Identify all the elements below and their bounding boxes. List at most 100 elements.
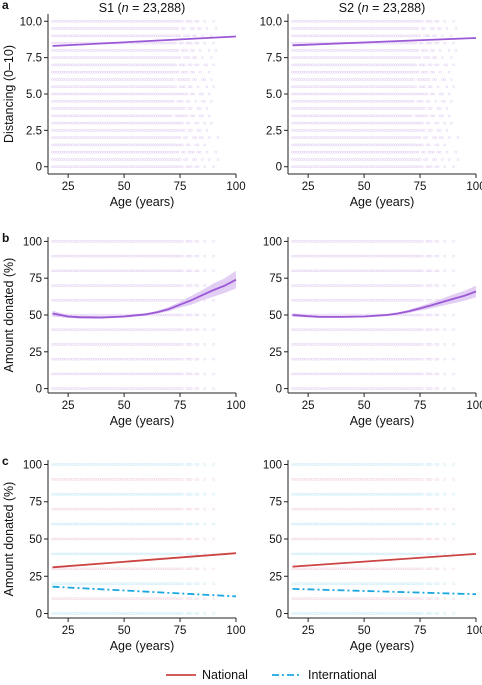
point xyxy=(80,27,83,30)
point xyxy=(405,240,408,243)
point xyxy=(111,299,115,302)
point xyxy=(324,150,328,154)
point xyxy=(154,121,157,125)
point xyxy=(313,357,317,361)
point xyxy=(394,100,397,103)
point xyxy=(111,63,115,67)
point xyxy=(452,269,455,273)
point xyxy=(149,41,153,45)
point xyxy=(172,165,175,168)
point xyxy=(302,269,306,273)
point xyxy=(445,85,449,88)
point xyxy=(409,78,413,81)
point xyxy=(118,493,121,496)
point xyxy=(306,165,310,168)
point xyxy=(100,372,103,376)
point xyxy=(351,136,355,139)
point xyxy=(378,27,382,30)
point xyxy=(293,78,297,81)
point xyxy=(365,27,368,30)
point xyxy=(421,269,424,273)
point xyxy=(84,552,88,556)
point xyxy=(84,612,88,615)
point xyxy=(371,387,375,390)
point xyxy=(160,70,164,74)
point xyxy=(118,552,121,556)
point xyxy=(57,552,61,556)
x-tick-label: 100 xyxy=(466,181,482,193)
point xyxy=(98,56,101,59)
point xyxy=(160,27,164,30)
point xyxy=(338,240,341,243)
point xyxy=(295,150,299,154)
point xyxy=(89,612,92,615)
point xyxy=(78,136,81,139)
point xyxy=(158,49,162,52)
point xyxy=(403,254,406,258)
point xyxy=(425,49,429,52)
point xyxy=(327,121,330,125)
point xyxy=(418,121,422,125)
point xyxy=(347,372,350,376)
point xyxy=(178,63,182,67)
point xyxy=(371,78,375,81)
point xyxy=(380,150,384,154)
point xyxy=(187,567,191,571)
point xyxy=(360,92,364,96)
point xyxy=(165,240,168,243)
point xyxy=(98,92,101,96)
point xyxy=(145,269,148,273)
point xyxy=(353,121,357,125)
point xyxy=(127,114,130,118)
point xyxy=(324,269,328,273)
point xyxy=(394,41,397,45)
point xyxy=(172,328,175,332)
point xyxy=(360,284,364,287)
point xyxy=(55,92,59,96)
point xyxy=(320,136,323,139)
point xyxy=(178,537,182,541)
point xyxy=(174,387,177,390)
point xyxy=(176,92,180,96)
point xyxy=(335,328,339,332)
point xyxy=(367,20,370,23)
point xyxy=(78,597,81,600)
point xyxy=(140,92,144,96)
point xyxy=(165,372,168,376)
point xyxy=(358,34,361,38)
point xyxy=(151,92,155,96)
point xyxy=(172,537,175,541)
point xyxy=(344,254,348,258)
point xyxy=(320,63,323,67)
point xyxy=(351,70,355,74)
point xyxy=(129,582,133,586)
point xyxy=(149,158,153,161)
point xyxy=(89,143,92,147)
point xyxy=(165,313,168,317)
point xyxy=(367,78,370,81)
point xyxy=(116,537,119,541)
point xyxy=(181,85,184,88)
point xyxy=(118,136,121,139)
y-tick-label: 7.5 xyxy=(26,53,42,65)
point xyxy=(378,70,382,74)
point xyxy=(344,49,348,52)
point xyxy=(154,92,157,96)
point xyxy=(142,357,146,361)
point xyxy=(212,299,215,302)
point xyxy=(71,343,74,346)
point xyxy=(98,100,101,103)
point xyxy=(127,63,130,67)
point xyxy=(327,328,330,332)
point xyxy=(342,70,346,74)
point xyxy=(333,328,337,332)
point xyxy=(93,63,97,67)
point xyxy=(329,165,332,168)
point xyxy=(176,597,180,600)
point xyxy=(156,34,159,38)
point xyxy=(329,328,332,332)
point xyxy=(116,70,119,74)
point xyxy=(104,107,108,110)
point xyxy=(149,150,153,154)
